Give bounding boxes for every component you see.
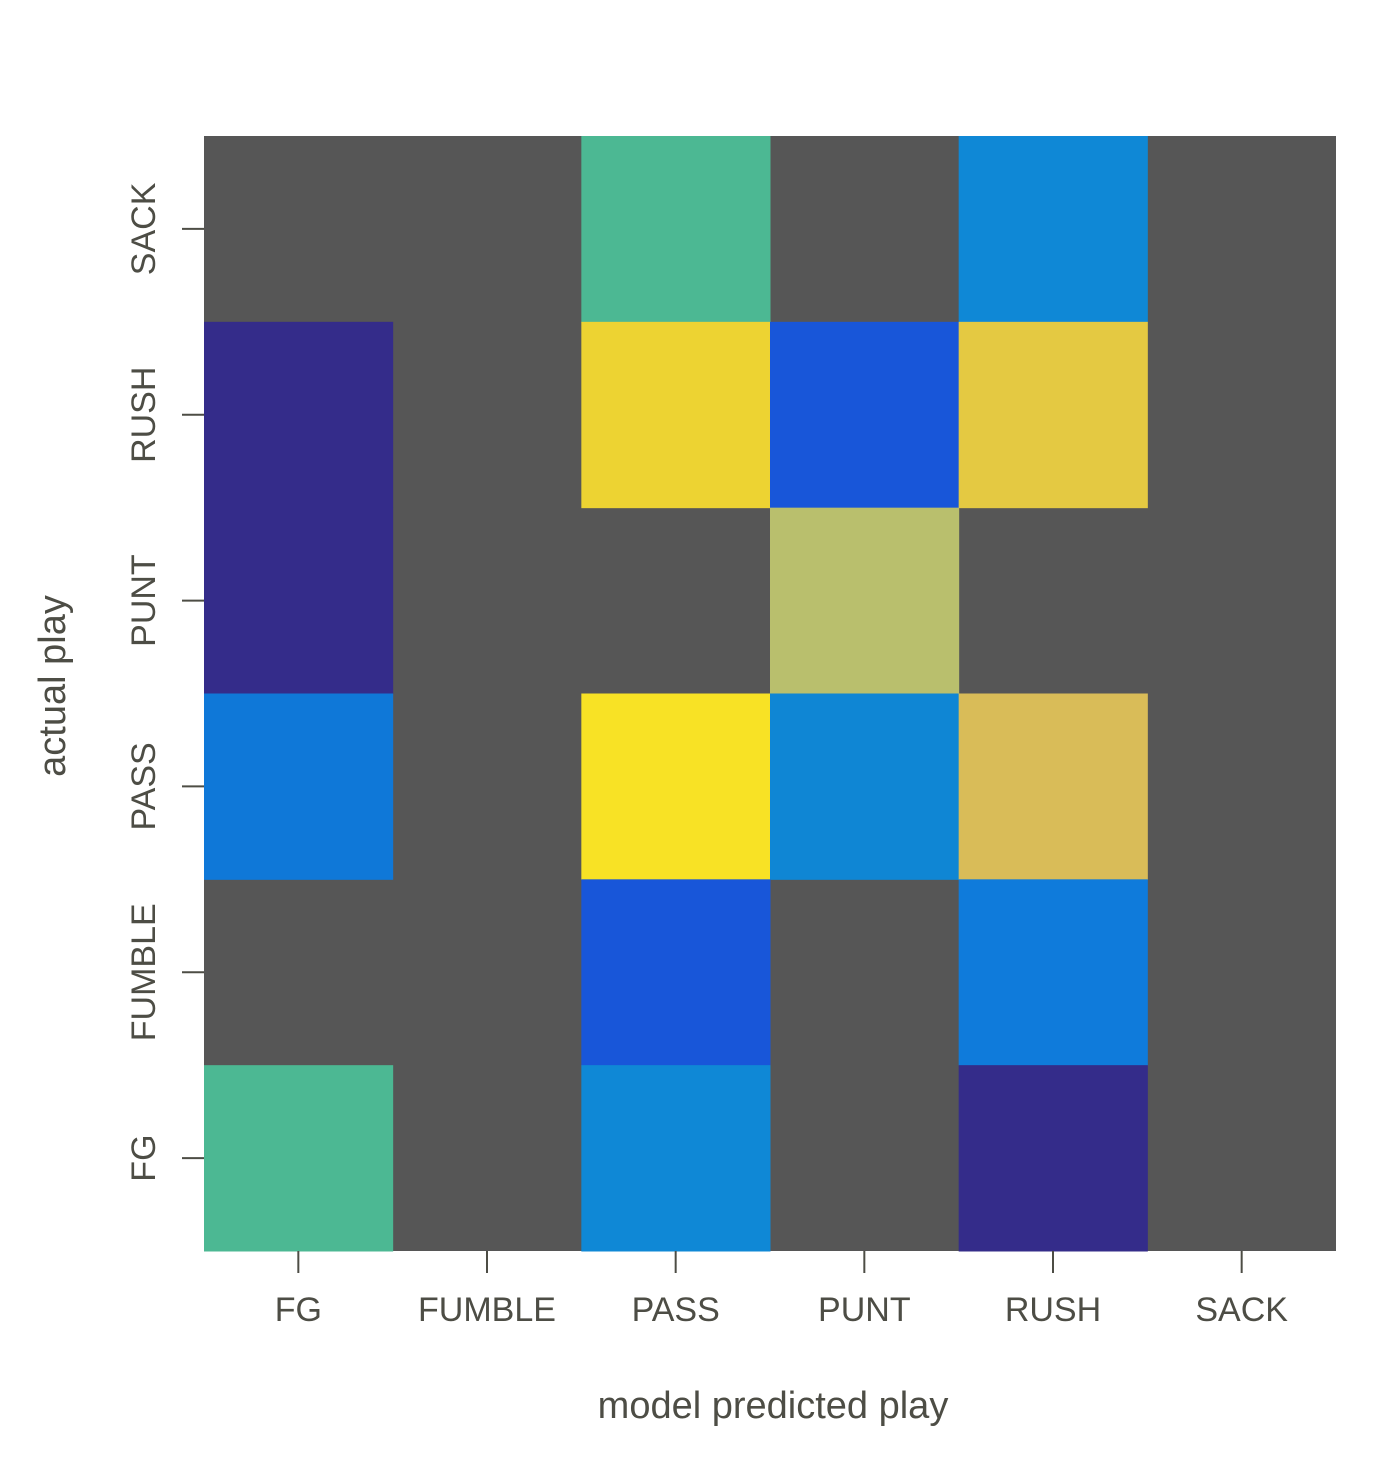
heatmap-cell-rush-rush	[958, 321, 1148, 509]
heatmap-cell-fumble-pass	[581, 879, 771, 1066]
heatmap-cell-punt-punt	[770, 507, 960, 694]
heatmap-cell-pass-punt	[770, 693, 960, 880]
heatmap-cell-rush-punt	[770, 321, 960, 509]
x-tick-label: RUSH	[1005, 1291, 1101, 1329]
heatmap-cell-rush-fg	[204, 321, 394, 509]
heatmap-cell-pass-rush	[958, 693, 1148, 880]
heatmap-cell-pass-pass	[581, 693, 771, 880]
y-tick-label: RUSH	[125, 367, 163, 463]
heatmap-cell-punt-fg	[204, 507, 394, 694]
x-tick-label: FG	[275, 1291, 322, 1329]
y-tick-label: PASS	[125, 742, 163, 830]
heatmap-cell-rush-pass	[581, 321, 771, 509]
y-tick-label: FUMBLE	[125, 903, 163, 1041]
x-tick-label: PASS	[632, 1291, 720, 1329]
y-tick-label: PUNT	[125, 554, 163, 647]
heatmap-cell-fg-rush	[958, 1065, 1148, 1252]
heatmap-cell-fumble-rush	[958, 879, 1148, 1066]
heatmap-cell-fg-pass	[581, 1065, 771, 1252]
x-tick-label: PUNT	[818, 1291, 911, 1329]
x-tick-label: SACK	[1195, 1291, 1288, 1329]
y-tick-label: SACK	[125, 182, 163, 275]
y-tick-label: FG	[125, 1134, 163, 1181]
heatmap-cell-sack-pass	[581, 136, 771, 323]
x-tick-label: FUMBLE	[418, 1291, 556, 1329]
heatmap-cell-fg-fg	[204, 1065, 394, 1252]
heatmap-cell-pass-fg	[204, 693, 394, 880]
x-axis-title: model predicted play	[598, 1385, 949, 1427]
heatmap-cell-sack-rush	[958, 136, 1148, 323]
y-axis-title: actual play	[32, 595, 74, 777]
